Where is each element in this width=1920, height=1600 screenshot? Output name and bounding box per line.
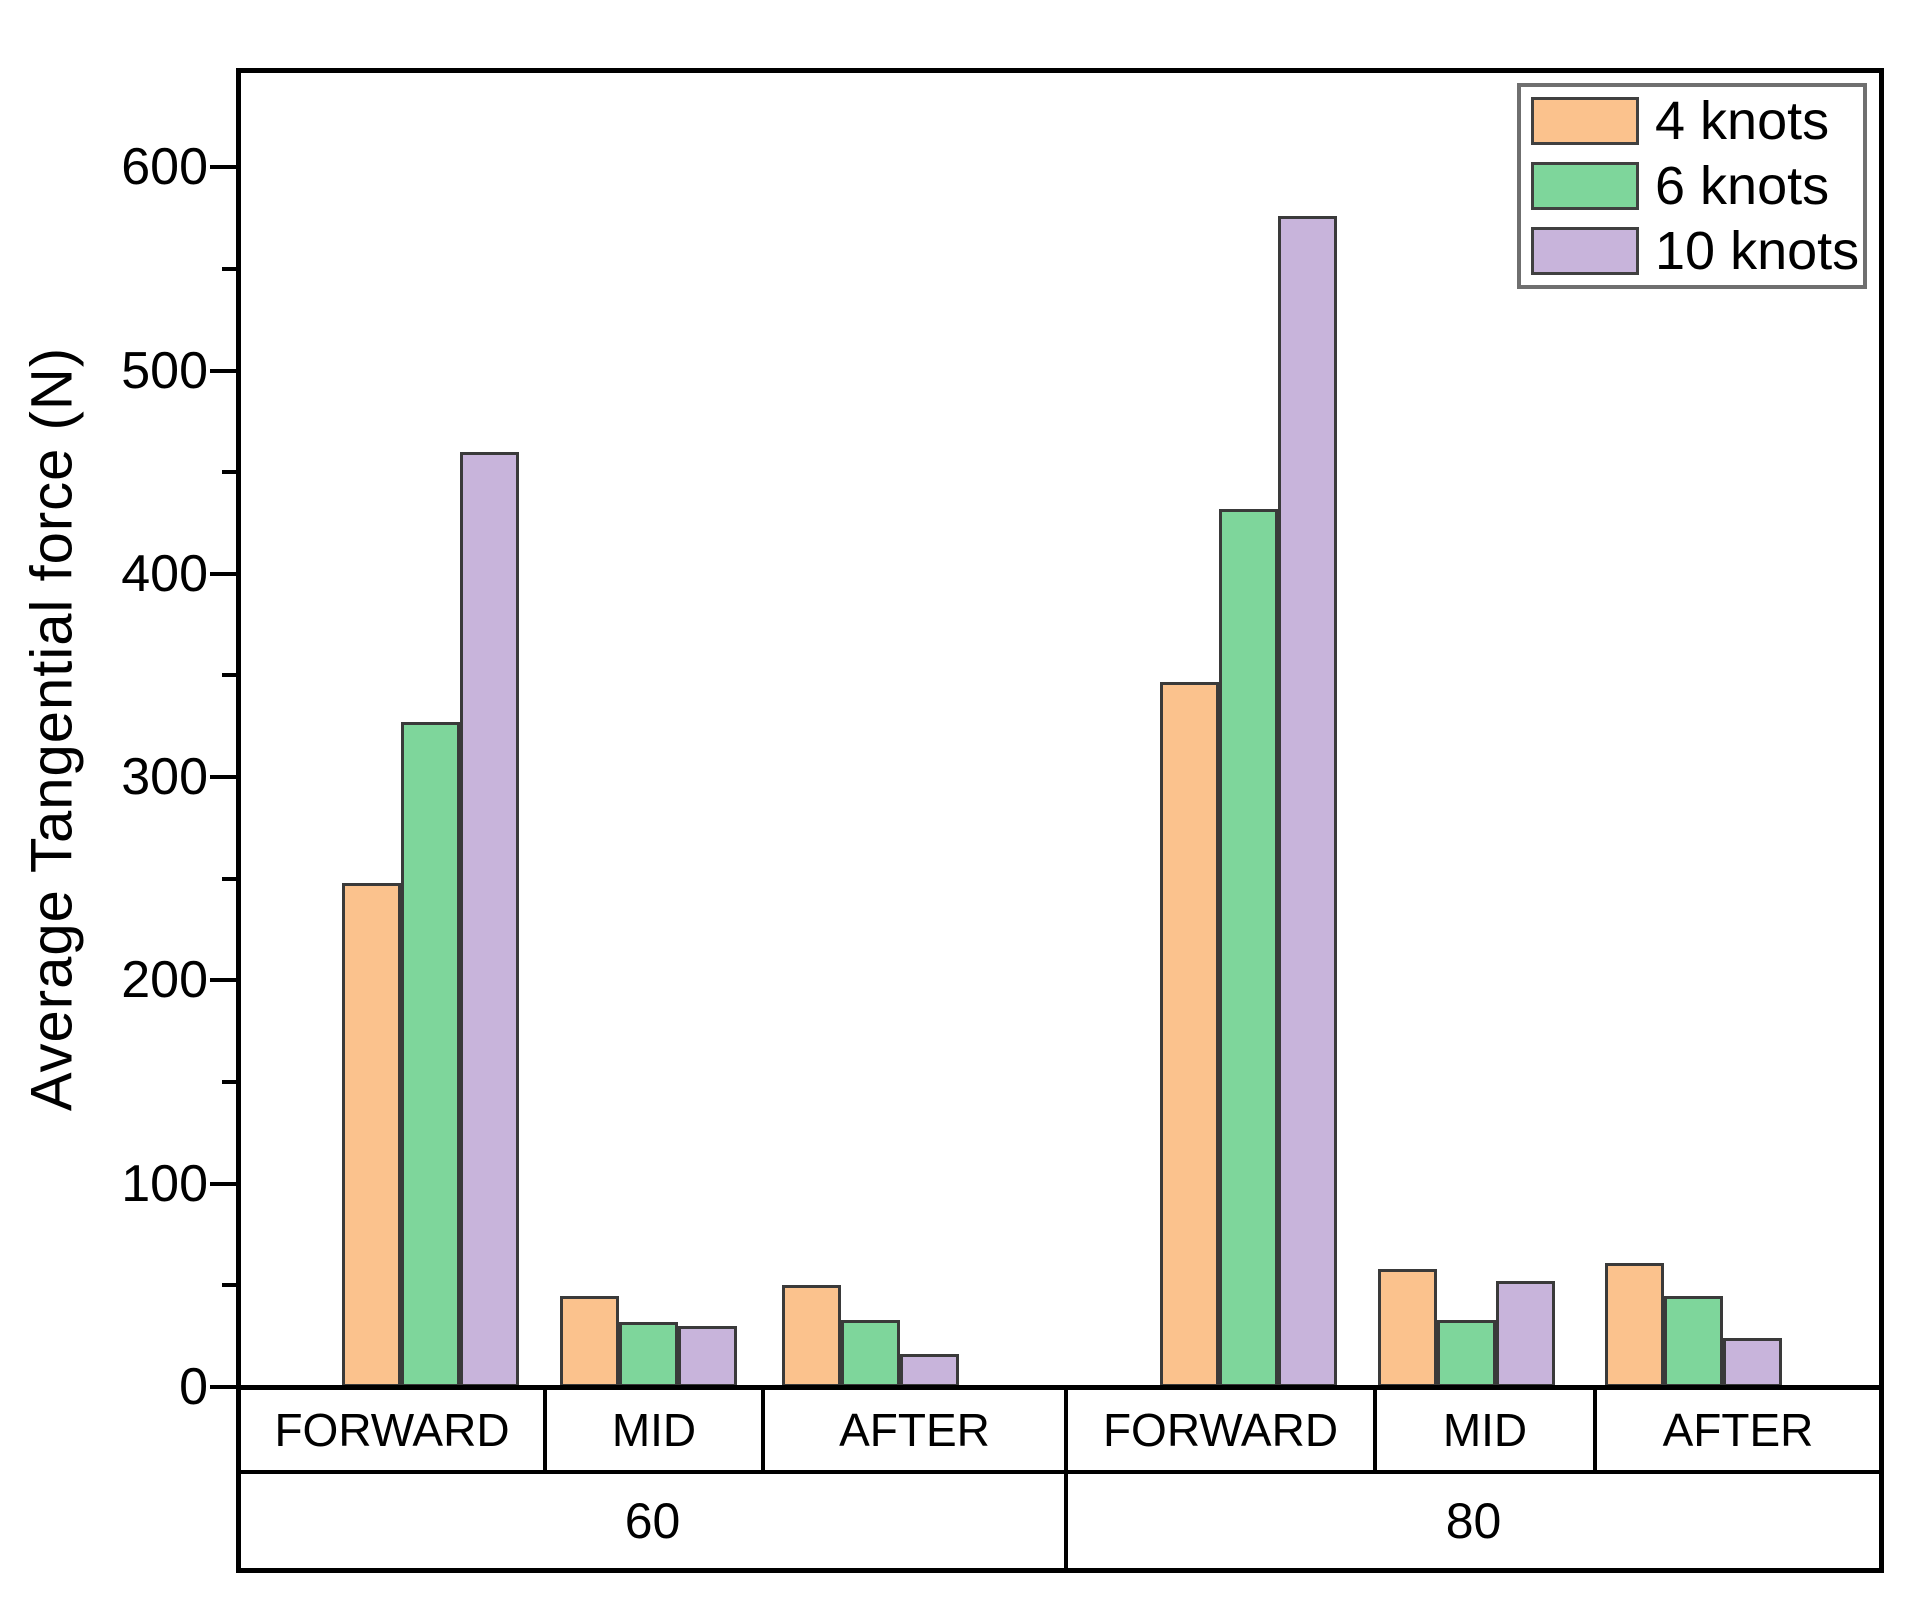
category-cell-80-forward: FORWARD bbox=[1068, 1390, 1377, 1474]
legend-entry-10-knots: 10 knots bbox=[1531, 219, 1863, 284]
legend-swatch-4-knots bbox=[1531, 97, 1639, 145]
bar-4-knots bbox=[560, 1296, 619, 1387]
category-cell-60-after: AFTER bbox=[765, 1390, 1068, 1474]
category-row: FORWARD MID AFTER FORWARD MID AFTER bbox=[241, 1390, 1879, 1474]
y-tick-label: 600 bbox=[121, 138, 208, 197]
y-tick-label: 200 bbox=[121, 951, 208, 1010]
category-cell-80-after: AFTER bbox=[1597, 1390, 1879, 1474]
y-minor-tick bbox=[222, 1283, 236, 1288]
bar-6-knots bbox=[841, 1320, 900, 1387]
bar-4-knots bbox=[1378, 1269, 1437, 1387]
bar-4-knots bbox=[342, 883, 401, 1387]
group-row: 60 80 bbox=[241, 1474, 1879, 1568]
x-axis-table: FORWARD MID AFTER FORWARD MID AFTER 60 8… bbox=[236, 1385, 1884, 1573]
y-major-tick bbox=[210, 775, 236, 780]
y-major-tick bbox=[210, 1385, 236, 1389]
y-tick-label: 400 bbox=[121, 544, 208, 603]
legend: 4 knots 6 knots 10 knots bbox=[1517, 83, 1867, 289]
y-minor-tick bbox=[222, 266, 236, 271]
bar-4-knots bbox=[1160, 682, 1219, 1387]
y-major-tick bbox=[210, 1181, 236, 1186]
bar-4-knots bbox=[782, 1285, 841, 1387]
y-major-tick bbox=[210, 571, 236, 576]
y-tick-label: 0 bbox=[179, 1358, 208, 1416]
y-tick-label: 500 bbox=[121, 341, 208, 400]
group-cell-80: 80 bbox=[1445, 1493, 1502, 1549]
bar-6-knots bbox=[401, 722, 460, 1387]
legend-label-4-knots: 4 knots bbox=[1655, 91, 1830, 151]
bar-6-knots bbox=[1219, 509, 1278, 1387]
bar-10-knots bbox=[1496, 1281, 1555, 1387]
legend-swatch-10-knots bbox=[1531, 227, 1639, 275]
bar-10-knots bbox=[1278, 216, 1337, 1387]
y-major-tick bbox=[210, 165, 236, 170]
y-minor-tick bbox=[222, 876, 236, 881]
legend-label-10-knots: 10 knots bbox=[1655, 221, 1860, 281]
legend-entry-4-knots: 4 knots bbox=[1531, 89, 1863, 154]
y-major-tick bbox=[210, 368, 236, 373]
bar-10-knots bbox=[1723, 1338, 1782, 1387]
y-minor-tick bbox=[222, 470, 236, 475]
y-tick-label: 300 bbox=[121, 748, 208, 807]
bar-6-knots bbox=[1437, 1320, 1496, 1387]
category-cell-80-mid: MID bbox=[1377, 1390, 1597, 1474]
category-cell-60-mid: MID bbox=[547, 1390, 765, 1474]
y-major-tick bbox=[210, 978, 236, 983]
bar-10-knots bbox=[678, 1326, 737, 1387]
y-tick-label: 100 bbox=[121, 1154, 208, 1213]
legend-label-6-knots: 6 knots bbox=[1655, 156, 1830, 216]
y-minor-tick bbox=[222, 1080, 236, 1085]
bar-6-knots bbox=[619, 1322, 678, 1387]
y-minor-tick bbox=[222, 673, 236, 678]
bar-10-knots bbox=[460, 452, 519, 1387]
bar-10-knots bbox=[900, 1354, 959, 1387]
legend-swatch-6-knots bbox=[1531, 162, 1639, 210]
bar-4-knots bbox=[1605, 1263, 1664, 1387]
bar-6-knots bbox=[1664, 1296, 1723, 1387]
legend-entry-6-knots: 6 knots bbox=[1531, 154, 1863, 219]
category-cell-60-forward: FORWARD bbox=[241, 1390, 547, 1474]
group-cell-60: 60 bbox=[241, 1474, 1068, 1568]
